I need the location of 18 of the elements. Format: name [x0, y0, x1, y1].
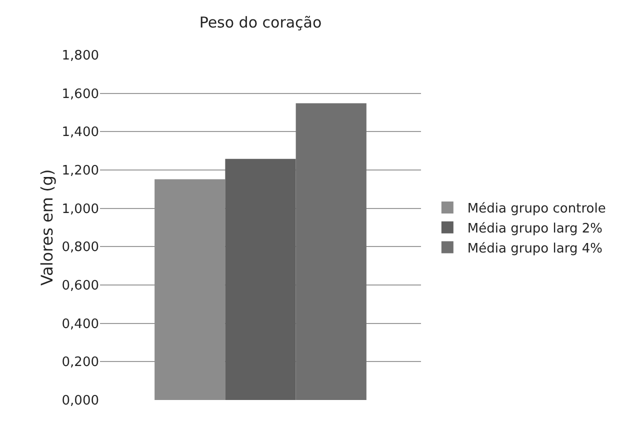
y-tick-label: 0,800	[62, 240, 99, 256]
y-axis-title: Valores em (g)	[38, 169, 57, 286]
y-tick-label: 0,400	[62, 316, 99, 332]
legend-label: Média grupo controle	[467, 202, 606, 217]
legend-label: Média grupo larg 2%	[467, 221, 602, 236]
bar	[225, 158, 296, 400]
y-tick-label: 1,200	[62, 164, 99, 179]
y-tick-label: 1,000	[62, 202, 99, 217]
legend-label: Média grupo larg 4%	[467, 241, 602, 256]
y-tick-label: 0,600	[62, 278, 99, 294]
chart-title: Peso do coração	[199, 14, 322, 32]
bar	[154, 179, 226, 400]
y-tick-label: 1,400	[62, 125, 99, 140]
y-tick-label: 0,200	[62, 355, 99, 370]
bar	[296, 103, 366, 400]
y-tick-label: 1,600	[62, 86, 99, 102]
y-tick-label: 1,800	[62, 48, 99, 64]
y-tick-label: 0,000	[62, 394, 99, 409]
